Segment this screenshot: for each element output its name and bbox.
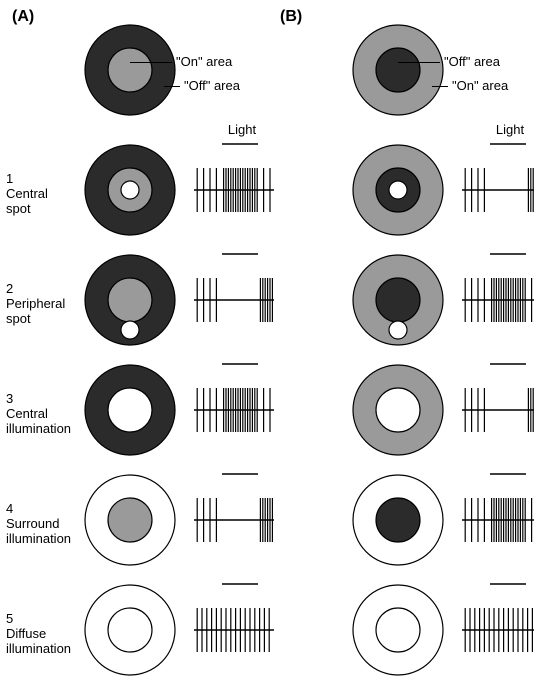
- spike-trace: [461, 138, 534, 218]
- receptive-field-icon: [83, 473, 177, 567]
- spike-trace: [461, 248, 534, 328]
- spike-trace: [193, 248, 275, 328]
- row-label-3: 3 Central illumination: [6, 392, 71, 437]
- center-area-label: "Off" area: [444, 54, 500, 69]
- receptive-field-icon: [351, 473, 445, 567]
- leader-line: [432, 86, 448, 87]
- panel-letter-a: (A): [12, 8, 34, 26]
- row-label-5: 5 Diffuse illumination: [6, 612, 71, 657]
- row-label-2: 2 Peripheral spot: [6, 282, 65, 327]
- receptive-field-icon: [83, 23, 177, 117]
- spike-trace: [461, 358, 534, 438]
- spike-trace: [193, 138, 275, 218]
- center-area-label: "On" area: [176, 54, 232, 69]
- panel-letter-b: (B): [280, 8, 302, 26]
- receptive-field-icon: [351, 253, 445, 347]
- spike-trace: [461, 578, 534, 658]
- spike-trace: [193, 358, 275, 438]
- spike-trace: [193, 468, 275, 548]
- receptive-field-icon: [351, 583, 445, 677]
- receptive-field-icon: [83, 143, 177, 237]
- receptive-field-icon: [83, 253, 177, 347]
- leader-line: [130, 62, 172, 63]
- spike-trace: [461, 468, 534, 548]
- light-label: Light: [490, 122, 530, 137]
- leader-line: [398, 62, 440, 63]
- light-label: Light: [222, 122, 262, 137]
- row-label-1: 1 Central spot: [6, 172, 48, 217]
- receptive-field-icon: [83, 583, 177, 677]
- receptive-field-icon: [351, 143, 445, 237]
- surround-area-label: "On" area: [452, 78, 508, 93]
- receptive-field-icon: [83, 363, 177, 457]
- surround-area-label: "Off" area: [184, 78, 240, 93]
- row-label-4: 4 Surround illumination: [6, 502, 71, 547]
- receptive-field-icon: [351, 363, 445, 457]
- spike-trace: [193, 578, 275, 658]
- leader-line: [164, 86, 180, 87]
- receptive-field-icon: [351, 23, 445, 117]
